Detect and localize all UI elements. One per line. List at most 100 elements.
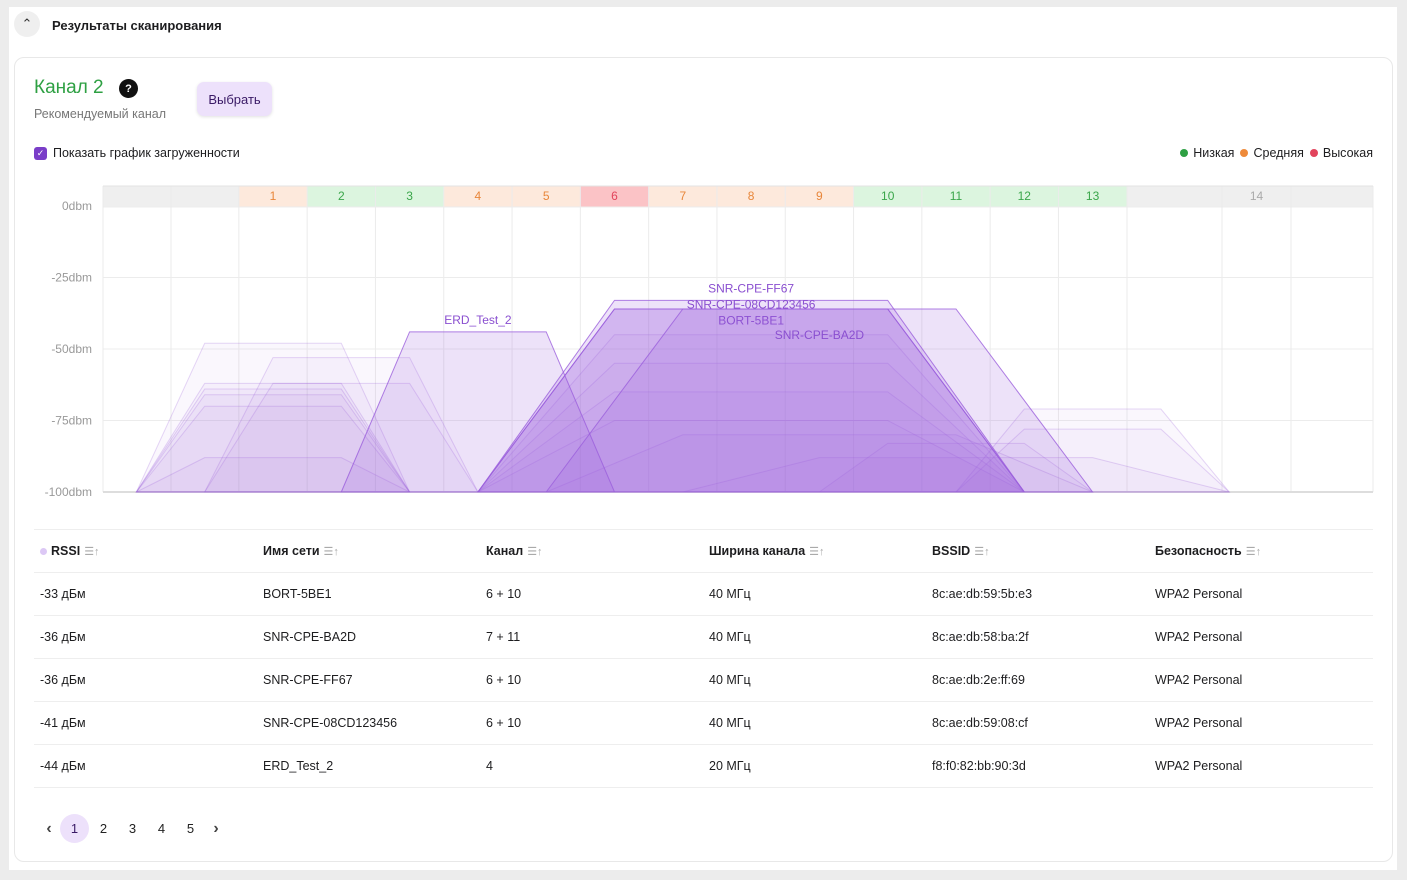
channel-header-cell bbox=[103, 186, 171, 207]
channel-tick-label: 14 bbox=[1250, 189, 1264, 203]
cell-bssid: 8c:ae:db:58:ba:2f bbox=[932, 630, 1029, 644]
cell-rssi: -36 дБм bbox=[40, 673, 86, 687]
channel-tick-label: 4 bbox=[475, 189, 482, 203]
network-area bbox=[954, 428, 1231, 493]
cell-ssid: BORT-5BE1 bbox=[263, 587, 332, 601]
help-icon[interactable]: ? bbox=[119, 79, 138, 98]
recommended-channel-title: Канал 2 bbox=[34, 77, 104, 98]
header-rssi[interactable]: RSSI ☰↑ bbox=[34, 544, 257, 558]
prev-page-button[interactable]: ‹ bbox=[46, 819, 52, 837]
cell-ssid: SNR-CPE-FF67 bbox=[263, 673, 353, 687]
collapse-button[interactable]: ⌃ bbox=[14, 11, 40, 37]
header-security[interactable]: Безопасность ☰↑ bbox=[1155, 544, 1262, 558]
channel-header-cell bbox=[1058, 186, 1127, 207]
cell-bssid: 8c:ae:db:59:08:cf bbox=[932, 716, 1028, 730]
cell-bssid: 8c:ae:db:2e:ff:69 bbox=[932, 673, 1025, 687]
cell-channel: 6 + 10 bbox=[486, 587, 522, 601]
page-3-button[interactable]: 3 bbox=[128, 821, 137, 836]
cell-width: 40 МГц bbox=[709, 716, 751, 730]
page-1-button[interactable]: 1 bbox=[60, 814, 89, 843]
cell-security: WPA2 Personal bbox=[1155, 673, 1243, 687]
channel-header-cell bbox=[443, 186, 513, 207]
cell-channel: 7 + 11 bbox=[486, 630, 521, 644]
sort-icon: ☰↑ bbox=[809, 546, 825, 558]
channel-header-cell bbox=[171, 186, 239, 207]
network-label: SNR-CPE-BA2D bbox=[775, 328, 865, 342]
networks-table: RSSI ☰↑ Имя сети ☰↑ Канал ☰↑ Ширина канала ☰… bbox=[34, 529, 1373, 788]
cell-channel: 6 + 10 bbox=[486, 673, 522, 687]
y-tick-label: -25dbm bbox=[51, 271, 92, 285]
page-5-button[interactable]: 5 bbox=[186, 821, 195, 836]
channel-tick-label: 12 bbox=[1018, 189, 1032, 203]
network-area bbox=[340, 331, 616, 493]
channel-header-cell bbox=[307, 186, 376, 207]
channel-tick-label: 13 bbox=[1086, 189, 1100, 203]
cell-width: 40 МГц bbox=[709, 587, 751, 601]
channel-header-cell bbox=[853, 186, 922, 207]
channel-tick-label: 9 bbox=[816, 189, 823, 203]
legend-high: Высокая bbox=[1309, 146, 1373, 160]
cell-channel: 4 bbox=[486, 759, 493, 773]
sort-icon: ☰↑ bbox=[1245, 546, 1262, 558]
next-page-button[interactable]: › bbox=[213, 819, 219, 837]
header-width[interactable]: Ширина канала ☰↑ bbox=[709, 544, 825, 558]
cell-security: WPA2 Personal bbox=[1155, 587, 1243, 601]
cell-bssid: 8c:ae:db:59:5b:e3 bbox=[932, 587, 1033, 601]
cell-rssi: -41 дБм bbox=[40, 716, 86, 730]
channel-header-cell bbox=[1291, 186, 1373, 207]
page-4-button[interactable]: 4 bbox=[157, 821, 166, 836]
channel-tick-label: 2 bbox=[338, 189, 345, 203]
channel-tick-label: 8 bbox=[748, 189, 755, 203]
channel-header-cell bbox=[1127, 186, 1222, 207]
network-area bbox=[135, 388, 411, 493]
network-label: ERD_Test_2 bbox=[444, 313, 512, 327]
table-row[interactable]: -36 дБм SNR-CPE-FF67 6 + 10 40 МГц 8c:ae:db:… bbox=[34, 659, 1373, 702]
network-area bbox=[135, 382, 411, 493]
show-load-checkbox[interactable]: ✓ bbox=[34, 147, 47, 160]
network-label: SNR-CPE-FF67 bbox=[708, 281, 794, 295]
channel-header-cell bbox=[716, 186, 786, 207]
header-bssid[interactable]: BSSID ☰↑ bbox=[932, 544, 990, 558]
channel-load-chart: 1 2 3 4 5 6 7 8 9 10 11 12 13 140dbm-25dbm-50dbm-75db… bbox=[45, 185, 1374, 499]
table-row[interactable]: -36 дБм SNR-CPE-BA2D 7 + 11 40 МГц 8c:ae:db:… bbox=[34, 616, 1373, 659]
channel-tick-label: 6 bbox=[611, 189, 618, 203]
section-title: Результаты сканирования bbox=[52, 18, 222, 33]
channel-header-cell bbox=[648, 186, 717, 207]
chevron-up-icon: ⌃ bbox=[21, 16, 33, 31]
header-ssid[interactable]: Имя сети ☰↑ bbox=[263, 544, 339, 558]
y-tick-label: -75dbm bbox=[51, 414, 92, 428]
cell-ssid: ERD_Test_2 bbox=[263, 759, 334, 773]
network-area bbox=[135, 405, 411, 493]
channel-header-cell bbox=[990, 186, 1059, 207]
cell-security: WPA2 Personal bbox=[1155, 716, 1243, 730]
legend-low: Низкая bbox=[1180, 146, 1234, 160]
channel-header-cell bbox=[785, 186, 854, 207]
cell-rssi: -44 дБм bbox=[40, 759, 86, 773]
cell-security: WPA2 Personal bbox=[1155, 759, 1243, 773]
channel-tick-label: 5 bbox=[543, 189, 550, 203]
network-area bbox=[545, 308, 1094, 493]
channel-tick-label: 1 bbox=[270, 189, 277, 203]
network-area bbox=[136, 457, 410, 493]
channel-header-cell bbox=[1222, 186, 1291, 207]
show-load-label: Показать график загруженности bbox=[53, 146, 240, 160]
sort-icon: ☰↑ bbox=[974, 546, 990, 558]
network-area bbox=[135, 394, 411, 493]
legend-medium: Средняя bbox=[1240, 146, 1304, 160]
table-row[interactable]: -41 дБм SNR-CPE-08CD123456 6 + 10 40 МГц 8c:… bbox=[34, 702, 1373, 745]
channel-header-cell bbox=[238, 186, 308, 207]
channel-tick-label: 3 bbox=[406, 189, 413, 203]
network-label: SNR-CPE-08CD123456 bbox=[687, 297, 816, 311]
table-row[interactable]: -44 дБм ERD_Test_2 4 20 МГц f8:f0:82:bb:90:3… bbox=[34, 745, 1373, 788]
header-channel[interactable]: Канал ☰↑ bbox=[486, 544, 543, 558]
table-row[interactable]: -33 дБм BORT-5BE1 6 + 10 40 МГц 8c:ae:db:59:… bbox=[34, 573, 1373, 616]
sort-icon: ☰↑ bbox=[323, 546, 339, 558]
page-2-button[interactable]: 2 bbox=[99, 821, 108, 836]
y-tick-label: -100dbm bbox=[45, 485, 92, 499]
channel-tick-label: 11 bbox=[950, 189, 963, 203]
network-label: BORT-5BE1 bbox=[718, 313, 784, 327]
cell-bssid: f8:f0:82:bb:90:3d bbox=[932, 759, 1026, 773]
choose-channel-button[interactable]: Выбрать bbox=[197, 82, 272, 116]
y-tick-label: 0dbm bbox=[62, 199, 92, 213]
